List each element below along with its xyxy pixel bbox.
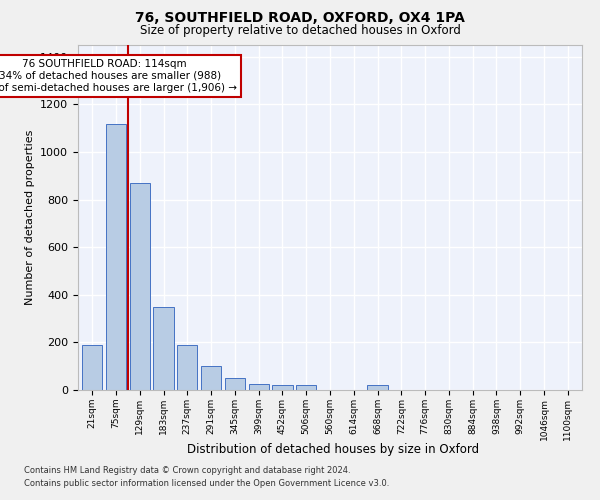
Text: Size of property relative to detached houses in Oxford: Size of property relative to detached ho… <box>140 24 460 37</box>
Text: 76, SOUTHFIELD ROAD, OXFORD, OX4 1PA: 76, SOUTHFIELD ROAD, OXFORD, OX4 1PA <box>135 11 465 25</box>
Bar <box>201 366 221 390</box>
Bar <box>272 385 293 390</box>
Text: Contains public sector information licensed under the Open Government Licence v3: Contains public sector information licen… <box>24 478 389 488</box>
Text: 76 SOUTHFIELD ROAD: 114sqm
← 34% of detached houses are smaller (988)
66% of sem: 76 SOUTHFIELD ROAD: 114sqm ← 34% of deta… <box>0 60 236 92</box>
Bar <box>82 345 103 390</box>
Bar <box>367 385 388 390</box>
Bar <box>225 378 245 390</box>
Text: Distribution of detached houses by size in Oxford: Distribution of detached houses by size … <box>187 442 479 456</box>
Bar <box>248 384 269 390</box>
Bar <box>177 345 197 390</box>
Bar <box>154 306 173 390</box>
Bar <box>106 124 126 390</box>
Y-axis label: Number of detached properties: Number of detached properties <box>25 130 35 305</box>
Bar <box>130 183 150 390</box>
Text: Contains HM Land Registry data © Crown copyright and database right 2024.: Contains HM Land Registry data © Crown c… <box>24 466 350 475</box>
Bar <box>296 385 316 390</box>
